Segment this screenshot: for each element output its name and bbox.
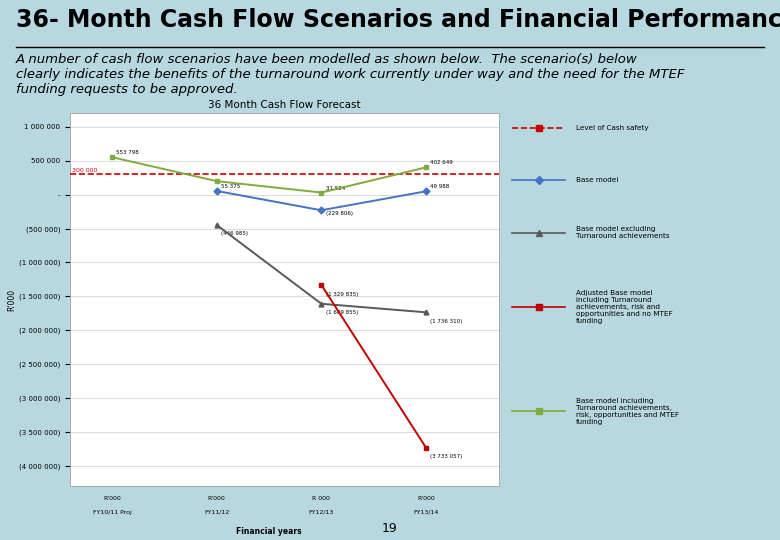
Text: Base model excluding
Turnaround achievements: Base model excluding Turnaround achievem… — [576, 226, 669, 239]
Text: 36- Month Cash Flow Scenarios and Financial Performance: 36- Month Cash Flow Scenarios and Financ… — [16, 8, 780, 32]
Text: 553 798: 553 798 — [116, 150, 139, 155]
Text: 300 000: 300 000 — [73, 168, 98, 173]
Text: 19: 19 — [382, 522, 398, 535]
Text: FY12/13: FY12/13 — [309, 510, 334, 515]
Text: 49 988: 49 988 — [430, 185, 449, 190]
Text: R 000: R 000 — [312, 496, 330, 501]
Text: (3 733 057): (3 733 057) — [430, 454, 463, 460]
Text: R'000: R'000 — [103, 496, 121, 501]
Text: 402 649: 402 649 — [430, 160, 453, 165]
Text: FY11/12: FY11/12 — [204, 510, 229, 515]
Text: (1 329 835): (1 329 835) — [325, 292, 358, 296]
Text: Financial years: Financial years — [236, 526, 302, 536]
Text: 31 524: 31 524 — [325, 186, 345, 191]
Text: (1 609 855): (1 609 855) — [325, 310, 358, 315]
Text: (1 736 310): (1 736 310) — [430, 319, 463, 324]
Text: 55 375: 55 375 — [221, 184, 240, 189]
Text: R'000: R'000 — [207, 496, 225, 501]
Text: FY10/11 Proj: FY10/11 Proj — [93, 510, 131, 515]
Title: 36 Month Cash Flow Forecast: 36 Month Cash Flow Forecast — [208, 100, 361, 110]
Y-axis label: R'000: R'000 — [7, 289, 16, 310]
Text: Base model: Base model — [576, 178, 619, 184]
Text: FY13/14: FY13/14 — [413, 510, 438, 515]
Text: (229 806): (229 806) — [325, 211, 353, 217]
Text: A number of cash flow scenarios have been modelled as shown below.  The scenario: A number of cash flow scenarios have bee… — [16, 53, 684, 97]
Text: Level of Cash safety: Level of Cash safety — [576, 125, 649, 131]
Text: (446 985): (446 985) — [221, 232, 248, 237]
Text: Adjusted Base model
including Turnaround
achievements, risk and
opportunities an: Adjusted Base model including Turnaround… — [576, 290, 672, 324]
Text: R'000: R'000 — [417, 496, 434, 501]
Text: Base model including
Turnaround achievements,
risk, opportunities and MTEF
fundi: Base model including Turnaround achievem… — [576, 398, 679, 425]
